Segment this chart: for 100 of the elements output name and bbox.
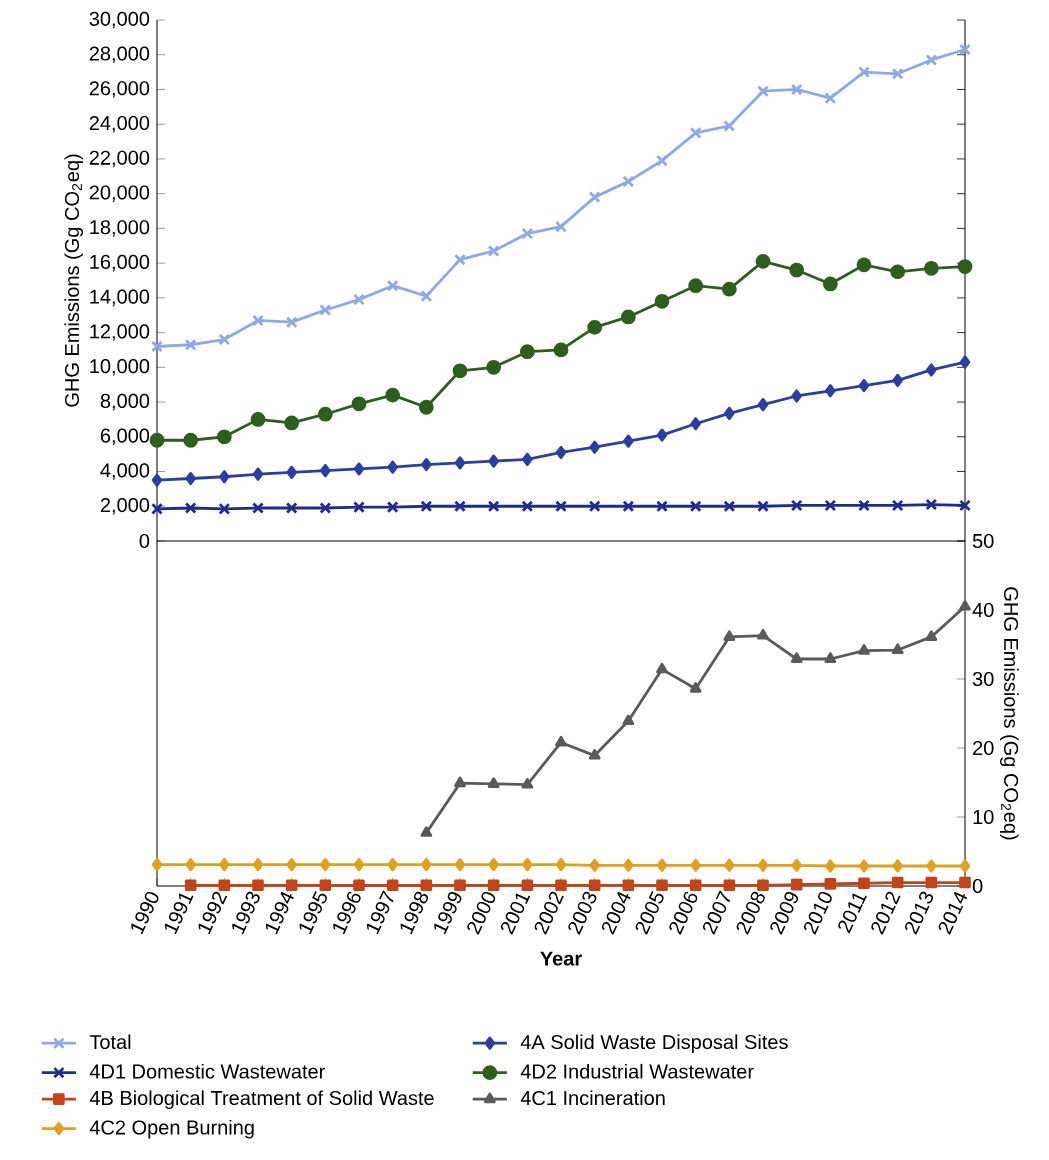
point: [555, 879, 567, 892]
point: [555, 735, 567, 747]
point: [421, 858, 432, 872]
point: [184, 879, 197, 892]
point: [218, 879, 231, 892]
x-tick-label: 1993: [232, 891, 260, 935]
point: [386, 279, 399, 292]
point: [622, 500, 635, 513]
y-tick-label: 16,000: [90, 254, 150, 272]
point: [319, 304, 332, 316]
x-tick-label: 1994: [265, 891, 294, 935]
legend-label: 4C2 Open Burning: [89, 1119, 254, 1139]
x-tick-label: 1991: [164, 893, 194, 935]
y-tick-label: 18,000: [90, 220, 150, 237]
point: [723, 120, 736, 132]
point: [755, 253, 771, 269]
point: [824, 652, 837, 663]
point: [252, 314, 264, 327]
point: [623, 434, 634, 448]
y-tick-label: 14,000: [90, 289, 150, 307]
point: [791, 389, 802, 403]
point: [723, 630, 736, 641]
point: [588, 500, 601, 513]
point: [386, 501, 399, 514]
point: [926, 859, 937, 873]
legend-label: Total: [89, 1034, 131, 1050]
y-tick-label: 12,000: [90, 324, 150, 341]
point: [656, 154, 668, 167]
point: [858, 859, 870, 873]
point: [656, 428, 668, 442]
y-axis-title: GHG Emissions (Gg CO$_{2}$eq): [64, 154, 84, 407]
point: [656, 662, 668, 674]
point: [219, 470, 230, 484]
point: [926, 363, 937, 377]
point: [555, 858, 567, 872]
point: [250, 412, 266, 427]
point: [757, 879, 769, 892]
y-tick-label: 10: [973, 809, 994, 825]
point: [858, 66, 870, 79]
point: [285, 316, 298, 329]
point: [555, 220, 567, 233]
x-tick-label: 2005: [635, 890, 664, 935]
point: [689, 682, 702, 693]
point: [420, 500, 433, 513]
point: [757, 858, 769, 872]
point: [386, 879, 399, 892]
point: [923, 260, 939, 276]
point: [690, 858, 701, 872]
point: [454, 858, 466, 872]
y-tick-label: 40: [972, 602, 994, 618]
point: [689, 126, 702, 139]
point: [959, 43, 971, 56]
point: [487, 500, 500, 513]
point: [353, 879, 365, 892]
point: [721, 281, 737, 297]
point: [184, 338, 197, 351]
point: [351, 396, 367, 412]
point: [620, 309, 636, 325]
point: [555, 500, 567, 513]
point: [454, 776, 466, 788]
point: [959, 876, 971, 889]
point: [218, 333, 231, 346]
point: [353, 501, 365, 514]
x-tick-label: 2009: [770, 891, 799, 935]
point: [185, 471, 196, 486]
point: [925, 630, 938, 641]
point: [654, 293, 670, 309]
point: [185, 858, 196, 872]
point: [252, 858, 264, 872]
point: [723, 500, 736, 513]
x-tick-label: 2013: [904, 891, 934, 935]
point: [454, 500, 466, 513]
y-tick-label: 28,000: [89, 46, 150, 63]
point: [521, 227, 534, 240]
point: [387, 460, 398, 474]
point: [825, 859, 836, 873]
y-tick-label: 6,000: [100, 428, 150, 446]
point: [218, 502, 231, 515]
point: [724, 406, 735, 420]
y-tick-label: 20: [973, 740, 994, 756]
point: [522, 452, 533, 466]
point: [320, 858, 331, 872]
point: [891, 643, 904, 655]
point: [488, 858, 499, 872]
point: [824, 92, 837, 105]
y-tick-label: 24,000: [89, 115, 150, 133]
point: [522, 858, 533, 872]
point: [959, 499, 971, 512]
point: [319, 502, 332, 514]
x-tick-label: 2002: [534, 891, 564, 935]
point: [487, 777, 500, 788]
y-tick-label: 20,000: [89, 185, 150, 202]
x-tick-label: 1996: [333, 891, 361, 935]
point: [589, 440, 600, 454]
point: [320, 464, 331, 478]
point: [724, 858, 735, 872]
point: [892, 859, 903, 873]
x-tick-label: 2000: [467, 891, 496, 935]
point: [385, 387, 401, 403]
point: [284, 415, 300, 431]
